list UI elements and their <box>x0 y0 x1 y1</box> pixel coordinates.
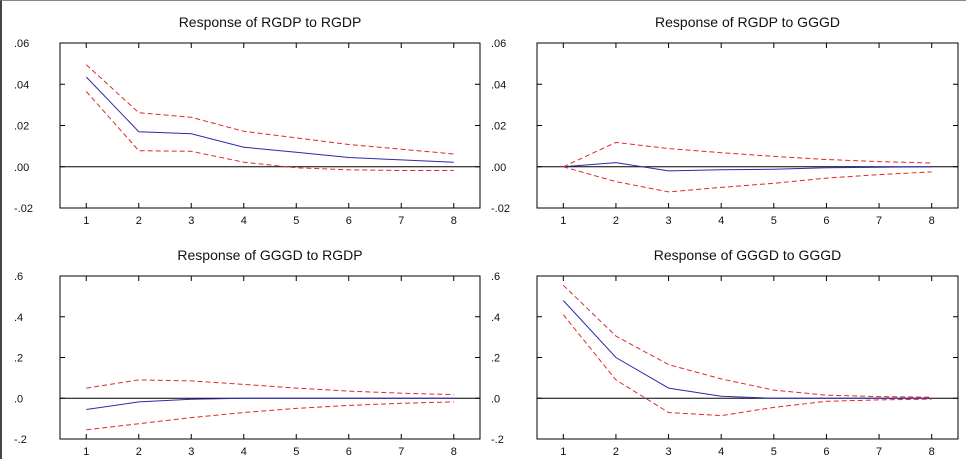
irf-panel-2: Response of RGDP to GGGD -.02 .00 .02 .04 .06… <box>491 14 959 227</box>
y-tick-label: .06 <box>491 38 506 50</box>
x-tick-label: 8 <box>929 446 935 458</box>
x-tick-label: 2 <box>136 446 142 458</box>
x-tick-label: 7 <box>398 446 404 458</box>
series-lower <box>563 166 932 193</box>
y-tick-label: .04 <box>491 79 506 91</box>
series-lower <box>86 401 454 431</box>
x-tick-label: 8 <box>451 446 457 458</box>
series-upper <box>562 284 932 398</box>
series-response <box>563 162 932 172</box>
series-lower <box>562 314 932 417</box>
x-tick-label: 5 <box>771 446 777 458</box>
panel-title: Response of GGGD to RGDP <box>177 247 362 263</box>
y-tick-label: .2 <box>14 353 23 365</box>
x-tick-label: 3 <box>188 446 194 458</box>
y-tick-label: .00 <box>491 162 506 174</box>
x-tick-label: 4 <box>718 446 724 458</box>
x-tick-label: 3 <box>666 215 672 227</box>
x-tick-label: 1 <box>560 446 566 458</box>
panel-title: Response of GGGD to GGGD <box>654 247 842 263</box>
x-tick-label: 4 <box>241 215 247 227</box>
x-tick-label: 6 <box>346 446 352 458</box>
x-tick-label: 6 <box>823 215 829 227</box>
x-tick-label: 8 <box>929 215 935 227</box>
x-tick-label: 5 <box>293 446 299 458</box>
y-tick-label: -.2 <box>491 434 504 446</box>
x-tick-label: 6 <box>823 446 829 458</box>
y-tick-label: -.02 <box>14 203 33 215</box>
y-tick-label: .6 <box>14 271 23 283</box>
panel-title: Response of RGDP to GGGD <box>655 14 840 30</box>
x-tick-label: 6 <box>346 215 352 227</box>
plot-frame <box>536 42 959 209</box>
x-tick-label: 3 <box>666 446 672 458</box>
series-response <box>562 300 932 399</box>
y-tick-label: .0 <box>491 393 500 405</box>
x-tick-label: 3 <box>188 215 194 227</box>
x-tick-label: 8 <box>451 215 457 227</box>
x-tick-label: 7 <box>398 215 404 227</box>
x-tick-label: 1 <box>560 215 566 227</box>
series-upper <box>86 379 454 396</box>
x-tick-label: 5 <box>293 215 299 227</box>
irf-panel-4: Response of GGGD to GGGD -.2 .0 .2 .4 .6 1 2 3 4 5… <box>491 247 959 458</box>
plot-frame <box>536 275 959 440</box>
y-tick-label: -.02 <box>491 203 510 215</box>
series-upper <box>85 64 454 155</box>
x-tick-label: 1 <box>83 446 89 458</box>
y-tick-label: .02 <box>14 121 29 133</box>
irf-panel-1: Response of RGDP to RGDP -.02 .00 .02 .04 .06… <box>14 14 481 227</box>
plot-frame <box>59 275 481 440</box>
y-tick-label: .4 <box>14 312 23 324</box>
plot-frame <box>59 42 481 209</box>
x-tick-label: 4 <box>241 446 247 458</box>
panel-title: Response of RGDP to RGDP <box>179 14 362 30</box>
series-lower <box>85 91 454 171</box>
x-tick-label: 1 <box>83 215 89 227</box>
irf-panel-3: Response of GGGD to RGDP -.2 .0 .2 .4 .6 1 2 3 4 5… <box>14 247 481 458</box>
series-response <box>85 76 454 163</box>
y-tick-label: .2 <box>491 353 500 365</box>
y-tick-label: .00 <box>14 162 29 174</box>
y-tick-label: .0 <box>14 393 23 405</box>
y-tick-label: -.2 <box>14 434 27 446</box>
series-response <box>86 397 454 410</box>
x-tick-label: 2 <box>613 215 619 227</box>
x-tick-label: 2 <box>136 215 142 227</box>
x-tick-label: 5 <box>771 215 777 227</box>
y-tick-label: .6 <box>491 271 500 283</box>
y-tick-label: .04 <box>14 79 29 91</box>
x-tick-label: 2 <box>613 446 619 458</box>
y-tick-label: .4 <box>491 312 500 324</box>
x-tick-label: 7 <box>876 446 882 458</box>
x-tick-label: 4 <box>718 215 724 227</box>
y-tick-label: .02 <box>491 121 506 133</box>
x-tick-label: 7 <box>876 215 882 227</box>
series-upper <box>563 141 932 168</box>
y-tick-label: .06 <box>14 38 29 50</box>
